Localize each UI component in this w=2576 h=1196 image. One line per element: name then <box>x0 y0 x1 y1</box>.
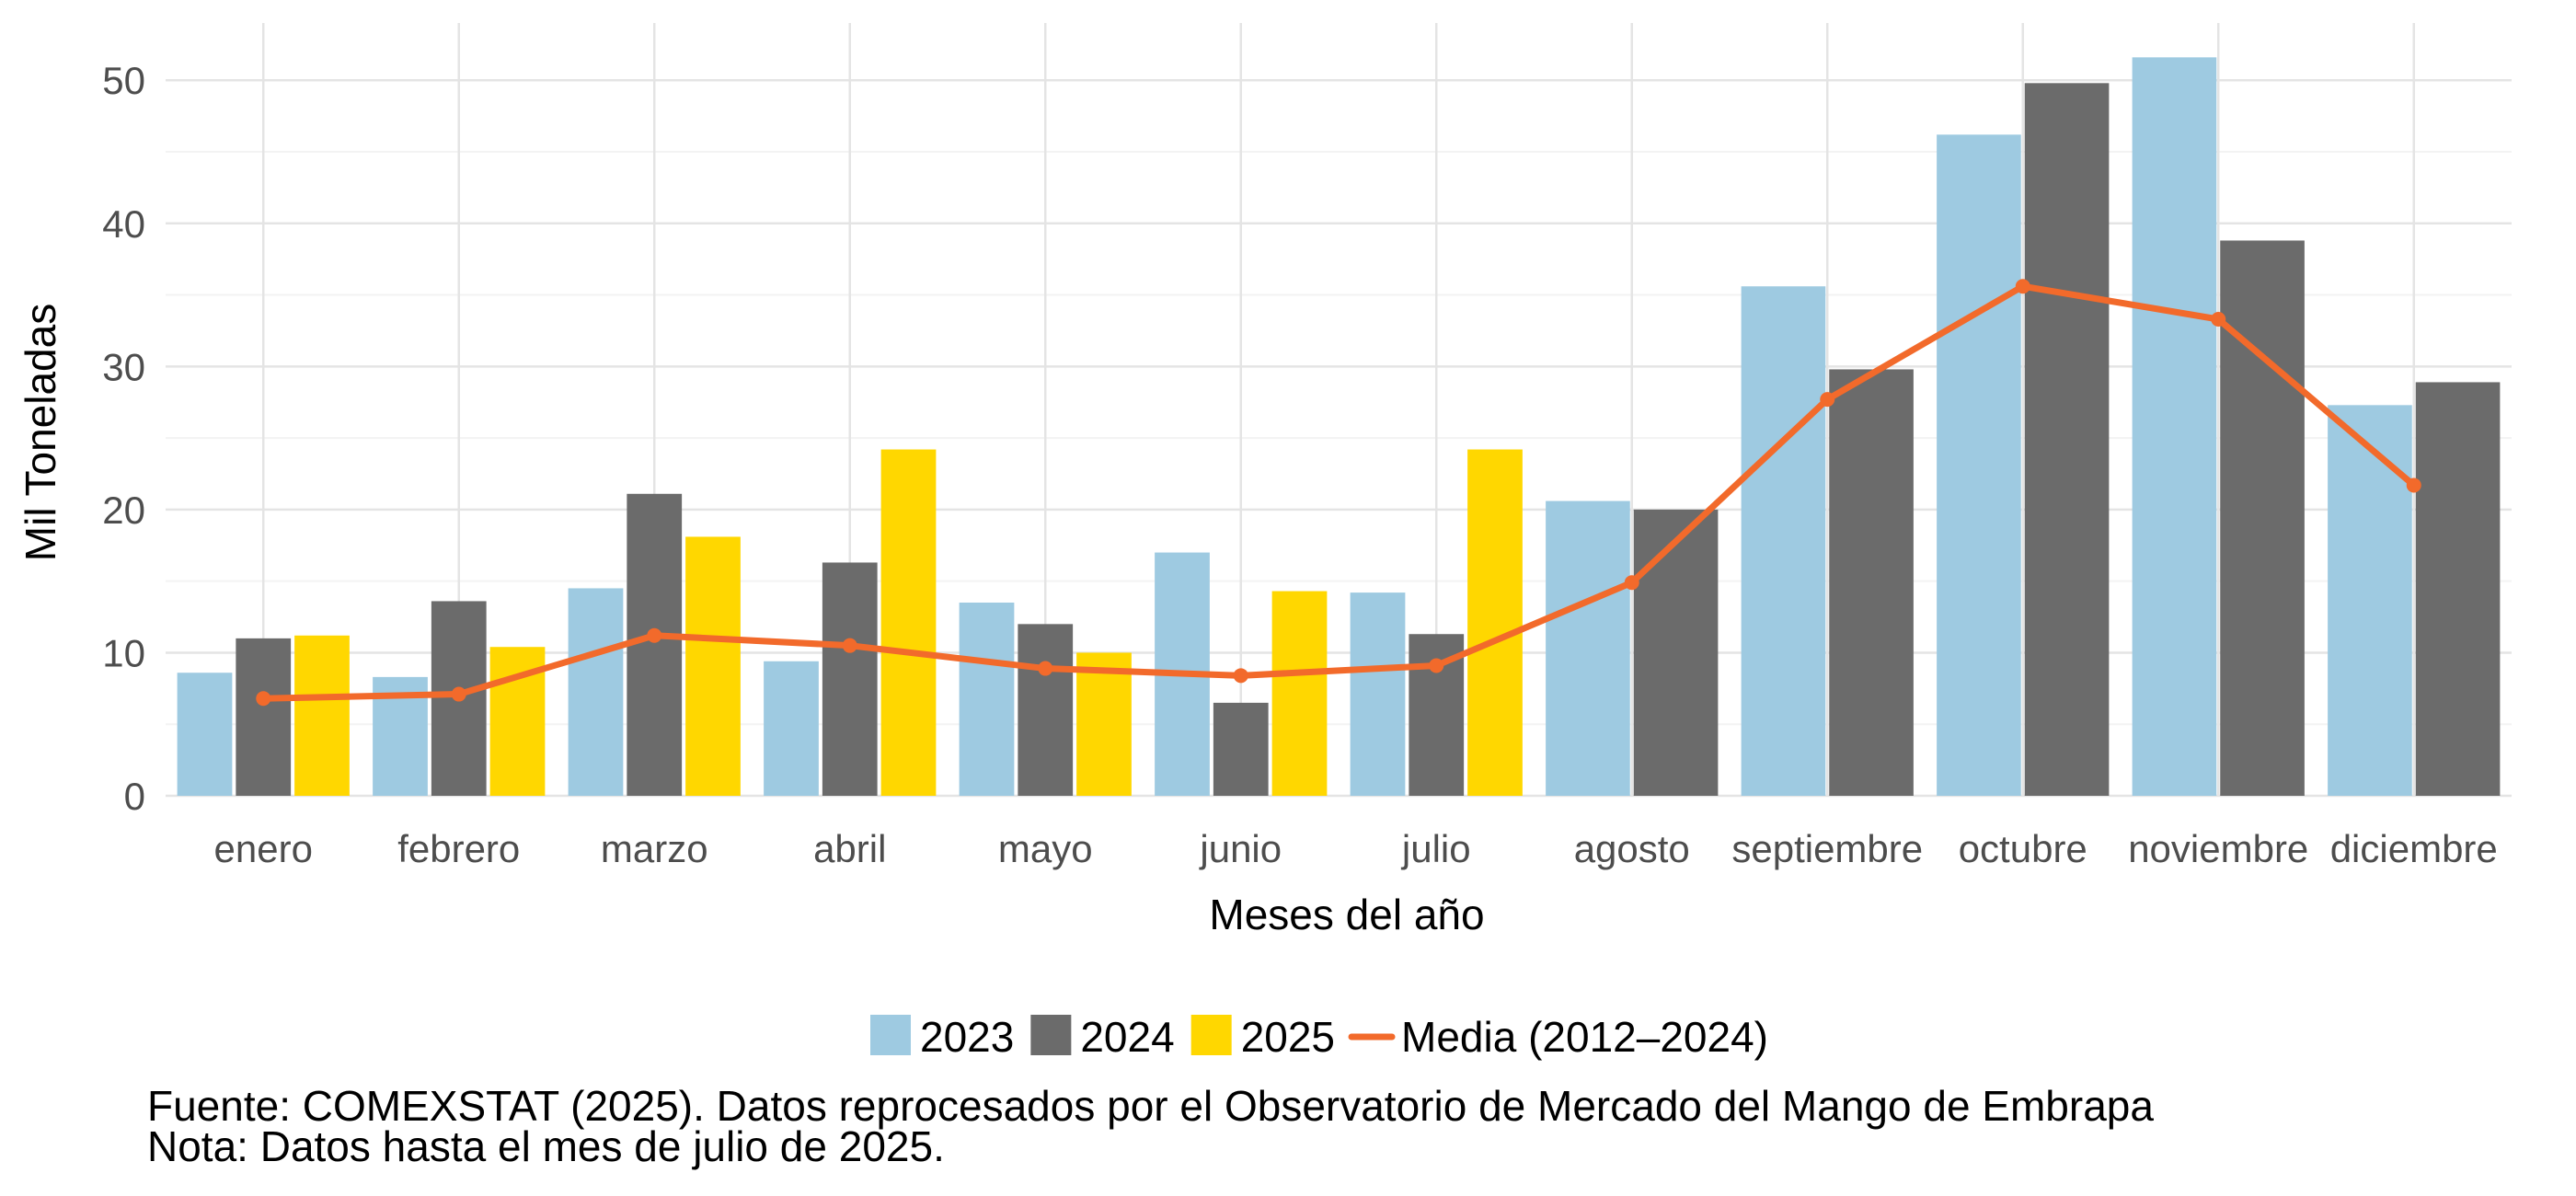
bar-2023-marzo <box>568 588 624 796</box>
x-tick-label: julio <box>1400 827 1471 870</box>
bar-2024-septiembre <box>1829 369 1914 796</box>
bar-2024-diciembre <box>2415 382 2501 796</box>
legend-item-2023: 2023 <box>870 1013 1014 1061</box>
bar-2024-mayo <box>1018 624 1074 796</box>
legend: 2023 2024 2025 Media (2012–2024) <box>870 1013 1768 1061</box>
bar-2023-octubre <box>1937 134 2021 797</box>
mean-line <box>256 279 2421 707</box>
x-axis-title: Meses del año <box>1209 891 1484 938</box>
line-point-enero <box>256 691 271 707</box>
x-axis-ticks: enero febrero marzo abril mayo junio julio agos… <box>214 827 2498 870</box>
bar-2025-julio <box>1467 449 1523 796</box>
line-point-octubre <box>2015 279 2030 294</box>
bar-2023-noviembre <box>2132 57 2217 797</box>
legend-swatch <box>870 1015 911 1055</box>
y-tick-label: 10 <box>102 631 145 674</box>
line-series-media <box>259 282 2418 702</box>
y-tick-label: 40 <box>102 202 145 246</box>
bars <box>177 57 2501 797</box>
bar-2023-mayo <box>959 603 1015 796</box>
line-point-abril <box>842 638 857 653</box>
y-tick-label: 20 <box>102 489 145 532</box>
x-tick-label: septiembre <box>1731 827 1923 870</box>
line-point-agosto <box>1624 575 1639 591</box>
caption-note: Nota: Datos hasta el mes de julio de 202… <box>147 1122 945 1170</box>
y-tick-label: 50 <box>102 59 145 102</box>
bar-2025-junio <box>1271 591 1328 796</box>
legend-item-2025: 2025 <box>1190 1013 1335 1061</box>
caption-source: Fuente: COMEXSTAT (2025). Datos reproces… <box>147 1082 2154 1130</box>
x-tick-label: mayo <box>998 827 1093 870</box>
bar-2023-enero <box>177 673 233 796</box>
bar-2025-enero <box>294 635 350 796</box>
legend-item-Media (2012–2024): Media (2012–2024) <box>1348 1013 1768 1061</box>
bar-2023-septiembre <box>1741 286 1826 796</box>
bar-2023-diciembre <box>2328 405 2412 796</box>
legend-label: 2024 <box>1080 1013 1174 1061</box>
legend-label: Media (2012–2024) <box>1401 1013 1768 1061</box>
bar-2025-mayo <box>1076 652 1132 796</box>
legend-label: 2025 <box>1241 1013 1335 1061</box>
bar-2024-marzo <box>627 493 683 796</box>
line-point-marzo <box>647 627 662 643</box>
line-point-junio <box>1233 668 1248 684</box>
legend-item-2024: 2024 <box>1030 1013 1175 1061</box>
bar-2025-abril <box>880 449 937 796</box>
y-tick-label: 0 <box>124 775 145 818</box>
bar-2025-marzo <box>685 536 741 796</box>
bar-2024-abril <box>822 562 878 796</box>
bar-2024-enero <box>236 638 292 796</box>
legend-label: 2023 <box>920 1013 1014 1061</box>
x-tick-label: octubre <box>1959 827 2087 870</box>
line-point-diciembre <box>2406 477 2421 493</box>
x-tick-label: diciembre <box>2330 827 2498 870</box>
bar-2023-abril <box>764 661 819 796</box>
line-point-noviembre <box>2211 312 2226 327</box>
x-tick-label: agosto <box>1574 827 1690 870</box>
line-point-septiembre <box>1820 392 1835 408</box>
bar-2024-octubre <box>2024 83 2110 797</box>
bar-2023-agosto <box>1546 500 1630 796</box>
y-axis-title: Mil Toneladas <box>17 304 64 561</box>
line-point-mayo <box>1038 661 1053 676</box>
bar-2023-julio <box>1350 592 1406 796</box>
line-point-julio <box>1429 658 1444 673</box>
x-tick-label: junio <box>1198 827 1282 870</box>
legend-swatch <box>1190 1015 1232 1055</box>
y-axis-ticks: 0 10 20 30 40 50 <box>102 59 145 818</box>
x-tick-label: noviembre <box>2128 827 2308 870</box>
legend-swatch <box>1030 1015 1072 1055</box>
x-tick-label: febrero <box>397 827 520 870</box>
x-tick-label: abril <box>813 827 886 870</box>
bar-2024-agosto <box>1633 509 1719 796</box>
line-point-febrero <box>451 686 466 702</box>
x-tick-label: marzo <box>601 827 708 870</box>
x-tick-label: enero <box>214 827 313 870</box>
y-tick-label: 30 <box>102 345 145 388</box>
bar-2024-junio <box>1213 702 1269 796</box>
bar-2024-noviembre <box>2220 240 2305 796</box>
